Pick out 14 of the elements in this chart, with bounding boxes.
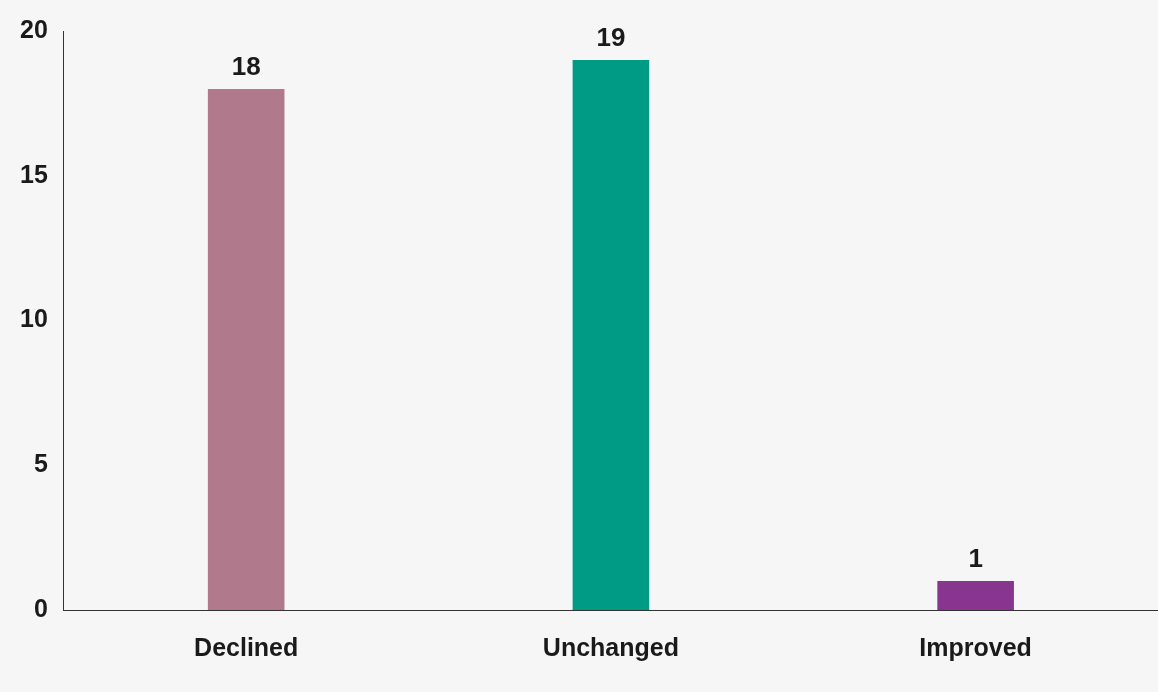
bar (207, 88, 285, 610)
x-tick-label: Declined (194, 632, 299, 661)
data-label: 18 (231, 51, 261, 82)
y-tick-label: 5 (33, 449, 48, 478)
bar (937, 581, 1014, 610)
y-tick-label: 15 (20, 159, 48, 188)
data-label: 1 (968, 543, 983, 574)
y-tick-label: 0 (33, 593, 48, 622)
data-label: 19 (596, 22, 626, 53)
x-tick-label: Unchanged (542, 632, 679, 661)
bar (572, 59, 650, 610)
y-tick-label: 20 (20, 14, 48, 43)
y-tick-label: 10 (20, 304, 48, 333)
x-tick-label: Improved (919, 632, 1032, 661)
